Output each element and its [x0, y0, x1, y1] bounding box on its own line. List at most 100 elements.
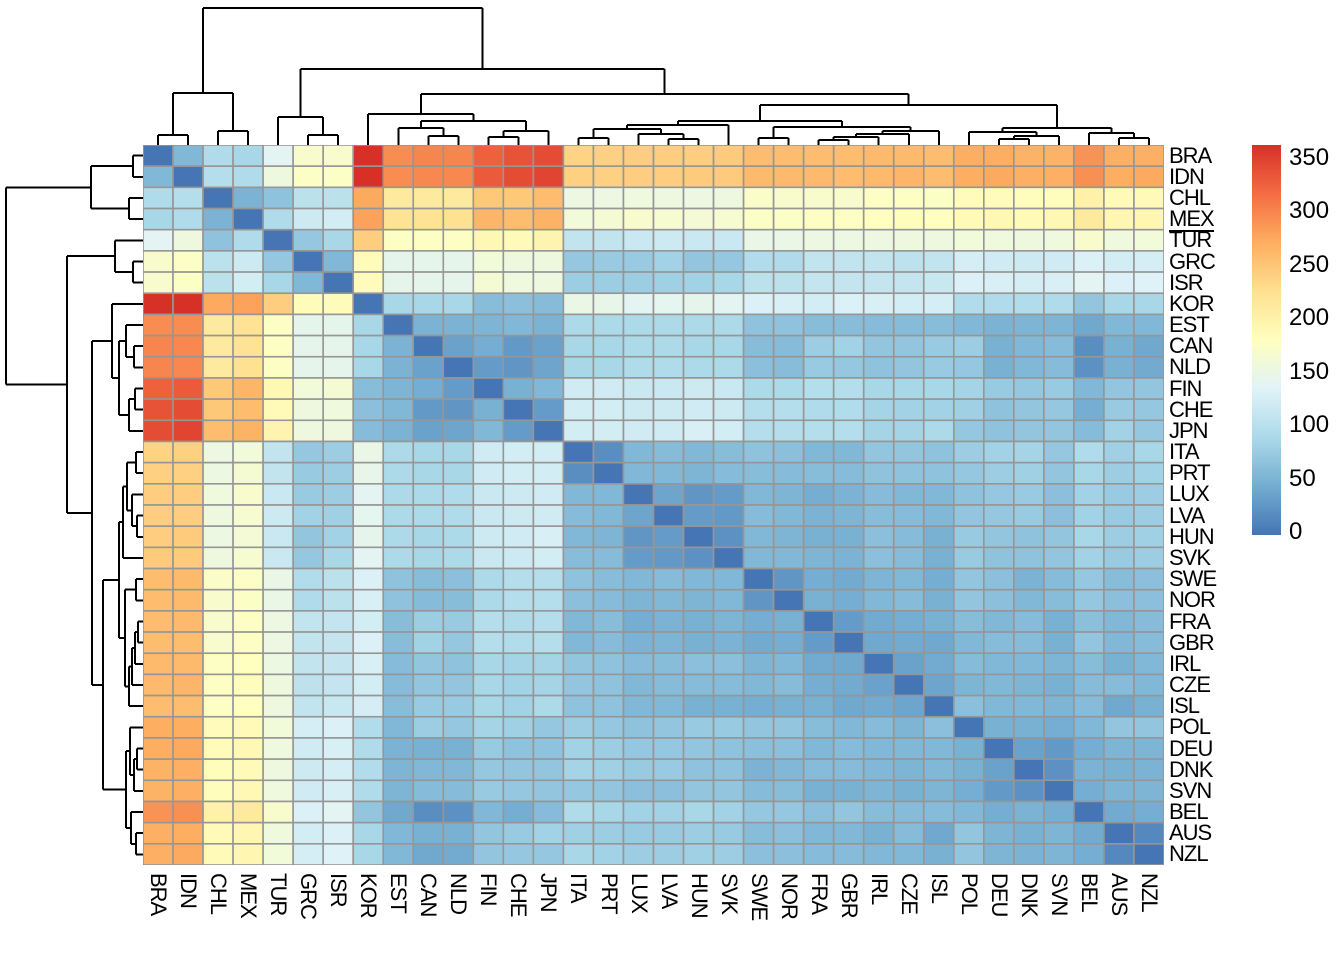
heatmap-cell[interactable]: [862, 588, 895, 612]
heatmap-cell[interactable]: [532, 610, 565, 633]
heatmap-cell[interactable]: [1043, 610, 1075, 633]
heatmap-cell[interactable]: [1043, 631, 1075, 655]
heatmap-cell[interactable]: [1133, 546, 1164, 570]
heatmap-cell[interactable]: [532, 546, 565, 570]
heatmap-cell[interactable]: [922, 419, 955, 443]
heatmap-cell[interactable]: [262, 377, 294, 400]
heatmap-cell[interactable]: [712, 610, 745, 633]
heatmap-cell[interactable]: [952, 525, 985, 549]
heatmap-cell[interactable]: [772, 779, 805, 803]
heatmap-cell[interactable]: [622, 377, 655, 400]
heatmap-cell[interactable]: [172, 821, 204, 845]
heatmap-cell[interactable]: [143, 694, 174, 718]
heatmap-cell[interactable]: [172, 207, 204, 231]
heatmap-cell[interactable]: [1013, 334, 1045, 358]
heatmap-cell[interactable]: [382, 461, 415, 485]
heatmap-cell[interactable]: [322, 779, 355, 803]
heatmap-cell[interactable]: [322, 737, 355, 760]
heatmap-cell[interactable]: [652, 145, 685, 167]
heatmap-cell[interactable]: [802, 631, 835, 655]
heatmap-cell[interactable]: [922, 313, 955, 337]
heatmap-cell[interactable]: [232, 186, 264, 210]
heatmap-cell[interactable]: [742, 504, 775, 527]
heatmap-cell[interactable]: [712, 398, 745, 422]
heatmap-cell[interactable]: [712, 250, 745, 273]
heatmap-cell[interactable]: [742, 758, 775, 782]
heatmap-cell[interactable]: [472, 228, 505, 252]
heatmap-cell[interactable]: [143, 186, 174, 210]
heatmap-cell[interactable]: [712, 588, 745, 612]
heatmap-cell[interactable]: [892, 440, 925, 464]
heatmap-cell[interactable]: [712, 271, 745, 295]
heatmap-cell[interactable]: [1103, 800, 1135, 824]
heatmap-cell[interactable]: [832, 631, 865, 655]
heatmap-cell[interactable]: [382, 821, 415, 845]
heatmap-cell[interactable]: [772, 461, 805, 485]
heatmap-cell[interactable]: [562, 694, 595, 718]
heatmap-cell[interactable]: [352, 821, 385, 845]
heatmap-cell[interactable]: [922, 800, 955, 824]
heatmap-cell[interactable]: [652, 800, 685, 824]
heatmap-cell[interactable]: [832, 758, 865, 782]
heatmap-cell[interactable]: [652, 398, 685, 422]
heatmap-cell[interactable]: [1103, 779, 1135, 803]
heatmap-cell[interactable]: [1013, 673, 1045, 697]
heatmap-cell[interactable]: [892, 483, 925, 506]
heatmap-cell[interactable]: [502, 145, 535, 167]
heatmap-cell[interactable]: [862, 610, 895, 633]
heatmap-cell[interactable]: [352, 377, 385, 400]
heatmap-cell[interactable]: [832, 546, 865, 570]
heatmap-cell[interactable]: [1013, 504, 1045, 527]
heatmap-cell[interactable]: [922, 715, 955, 739]
heatmap-cell[interactable]: [1073, 398, 1105, 422]
heatmap-cell[interactable]: [172, 271, 204, 295]
heatmap-cell[interactable]: [1133, 398, 1164, 422]
heatmap-cell[interactable]: [1073, 567, 1105, 591]
heatmap-cell[interactable]: [1073, 334, 1105, 358]
heatmap-cell[interactable]: [1013, 567, 1045, 591]
heatmap-cell[interactable]: [952, 821, 985, 845]
heatmap-cell[interactable]: [292, 525, 324, 549]
heatmap-cell[interactable]: [622, 652, 655, 676]
heatmap-cell[interactable]: [292, 694, 324, 718]
heatmap-cell[interactable]: [1043, 250, 1075, 273]
heatmap-cell[interactable]: [802, 694, 835, 718]
heatmap-cell[interactable]: [983, 355, 1015, 379]
heatmap-cell[interactable]: [1103, 355, 1135, 379]
heatmap-cell[interactable]: [382, 631, 415, 655]
heatmap-cell[interactable]: [502, 461, 535, 485]
heatmap-cell[interactable]: [1103, 631, 1135, 655]
heatmap-cell[interactable]: [532, 313, 565, 337]
heatmap-cell[interactable]: [232, 588, 264, 612]
heatmap-cell[interactable]: [1133, 228, 1164, 252]
heatmap-cell[interactable]: [952, 800, 985, 824]
heatmap-cell[interactable]: [143, 546, 174, 570]
heatmap-cell[interactable]: [1133, 207, 1164, 231]
heatmap-cell[interactable]: [472, 758, 505, 782]
heatmap-cell[interactable]: [352, 228, 385, 252]
heatmap-cell[interactable]: [772, 228, 805, 252]
heatmap-cell[interactable]: [262, 758, 294, 782]
heatmap-cell[interactable]: [652, 419, 685, 443]
heatmap-cell[interactable]: [382, 440, 415, 464]
heatmap-cell[interactable]: [322, 610, 355, 633]
heatmap-cell[interactable]: [532, 419, 565, 443]
heatmap-cell[interactable]: [442, 165, 475, 189]
heatmap-cell[interactable]: [202, 567, 234, 591]
heatmap-cell[interactable]: [472, 715, 505, 739]
heatmap-cell[interactable]: [412, 250, 445, 273]
heatmap-cell[interactable]: [952, 673, 985, 697]
heatmap-cell[interactable]: [472, 165, 505, 189]
heatmap-cell[interactable]: [712, 546, 745, 570]
heatmap-cell[interactable]: [412, 610, 445, 633]
heatmap-cell[interactable]: [952, 207, 985, 231]
heatmap-cell[interactable]: [892, 186, 925, 210]
heatmap-cell[interactable]: [352, 588, 385, 612]
heatmap-cell[interactable]: [832, 694, 865, 718]
heatmap-cell[interactable]: [1013, 207, 1045, 231]
heatmap-cell[interactable]: [532, 673, 565, 697]
heatmap-cell[interactable]: [622, 355, 655, 379]
heatmap-cell[interactable]: [952, 355, 985, 379]
heatmap-cell[interactable]: [592, 588, 625, 612]
heatmap-cell[interactable]: [772, 525, 805, 549]
